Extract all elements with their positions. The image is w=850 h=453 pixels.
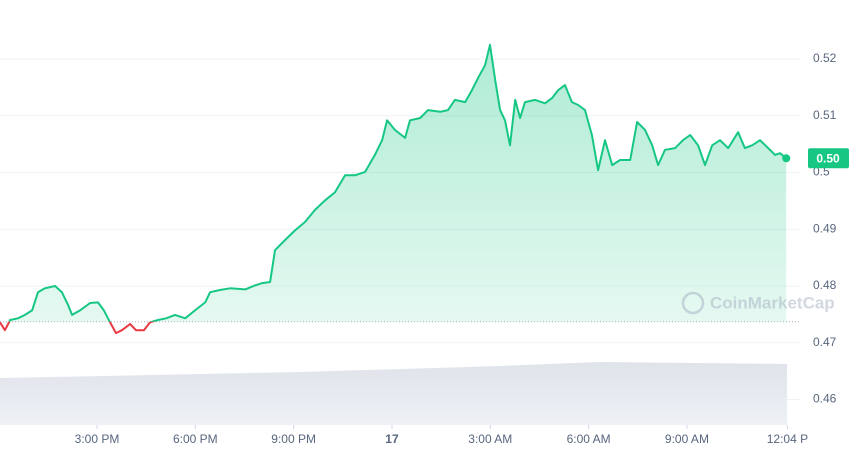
price-tag-label: 0.50 <box>816 151 840 165</box>
watermark-text: CoinMarketCap <box>710 293 835 312</box>
x-tick-label: 17 <box>385 432 399 446</box>
price-tag <box>808 148 849 169</box>
axes: 0.460.470.480.490.50.510.523:00 PM 6:00 P… <box>75 51 849 446</box>
y-tick-label: 0.48 <box>813 278 837 292</box>
x-tick-label: 3:00 PM <box>75 432 120 446</box>
x-tick-label: 6:00 PM <box>173 432 218 446</box>
x-tick-label: 12:04 P <box>767 432 808 446</box>
x-tick-label: 6:00 AM <box>567 432 611 446</box>
y-tick-label: 0.52 <box>813 51 837 65</box>
x-tick-label: 3:00 AM <box>468 432 512 446</box>
x-tick-label: 9:00 PM <box>271 432 316 446</box>
x-tick-label: 9:00 AM <box>665 432 709 446</box>
last-point <box>782 154 791 163</box>
y-tick-label: 0.51 <box>813 108 837 122</box>
y-tick-label: 0.46 <box>813 392 837 406</box>
y-tick-label: 0.47 <box>813 335 837 349</box>
plot <box>0 43 800 335</box>
volume-background <box>0 362 787 425</box>
y-tick-label: 0.49 <box>813 221 837 235</box>
watermark: CoinMarketCap <box>681 291 835 315</box>
area <box>9 44 787 322</box>
price-line-up <box>8 43 787 322</box>
price-line-down <box>0 321 156 335</box>
